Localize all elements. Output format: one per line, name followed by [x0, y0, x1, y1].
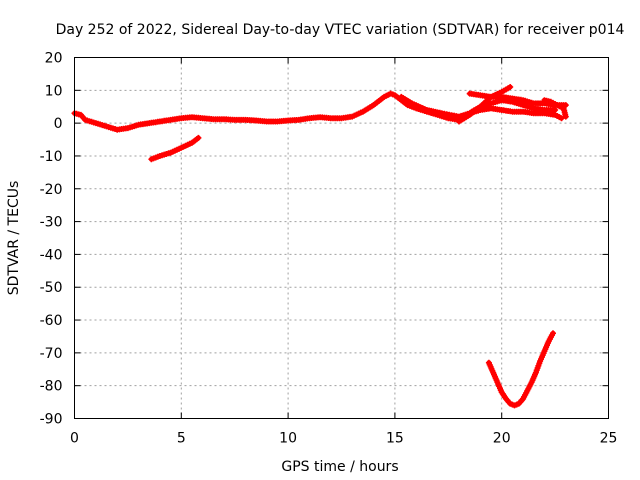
grid	[74, 57, 609, 419]
series-segment-3	[148, 134, 202, 163]
y-tick-label: -50	[40, 280, 63, 296]
data-point	[562, 113, 569, 120]
x-tick-label: 5	[177, 431, 186, 447]
y-tick-label: 10	[45, 83, 63, 99]
data-point	[558, 115, 565, 122]
series-segment-1	[71, 90, 559, 133]
y-tick-label: -30	[40, 215, 63, 231]
data-point	[562, 102, 569, 109]
x-tick-label: 15	[386, 431, 404, 447]
chart-title: Day 252 of 2022, Sidereal Day-to-day VTE…	[56, 22, 625, 38]
data-point	[550, 330, 556, 337]
y-tick-label: -90	[40, 412, 63, 428]
series-segment-6	[541, 97, 569, 120]
x-tick-label: 20	[493, 431, 511, 447]
y-tick-label: -20	[40, 182, 63, 198]
plot-frame	[74, 57, 609, 419]
data-series	[71, 84, 569, 409]
data-point	[195, 134, 202, 141]
y-tick-label: -70	[40, 346, 63, 362]
y-axis-label: SDTVAR / TECUs	[6, 181, 22, 296]
y-tick-label: -40	[40, 247, 63, 263]
y-tick-label: 20	[45, 51, 63, 67]
axis-ticks: 0 5 10 15 20 25 20 10 0 -10 -20 -30 -40 -50 -60 -70 -80 -…	[40, 51, 618, 447]
series-segment-7	[485, 330, 556, 409]
data-point	[507, 84, 514, 90]
x-tick-label: 25	[600, 431, 618, 447]
x-tick-label: 10	[279, 431, 297, 447]
x-axis-label: GPS time / hours	[281, 459, 398, 475]
y-tick-label: 0	[54, 116, 63, 132]
y-tick-label: -80	[40, 379, 63, 395]
y-tick-label: -10	[40, 149, 63, 165]
y-tick-label: -60	[40, 313, 63, 329]
x-tick-label: 0	[70, 431, 79, 447]
